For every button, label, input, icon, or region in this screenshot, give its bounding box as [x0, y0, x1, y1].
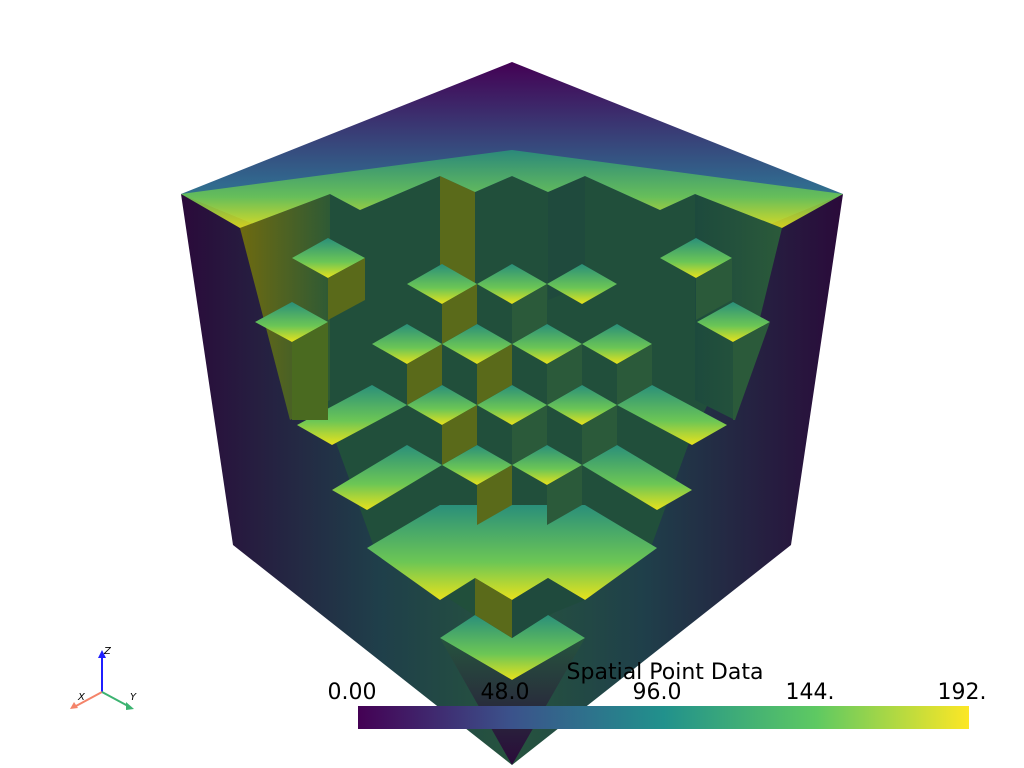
scalar-bar-tick: 48.0 [480, 680, 530, 705]
cube-bottom-tip [440, 638, 585, 765]
scalar-bar-title: Spatial Point Data [566, 660, 764, 685]
x-axis-label: X [78, 692, 85, 703]
scalar-bar-tick: 0.00 [327, 680, 377, 705]
orientation-axes: Z X Y [60, 640, 150, 720]
voxel-cube[interactable] [181, 62, 843, 765]
scalar-bar-gradient [358, 706, 969, 729]
y-axis-label: Y [130, 692, 137, 703]
scalar-bar-tick: 144. [785, 680, 835, 705]
rim-highlight [181, 150, 843, 228]
z-axis-label: Z [104, 646, 111, 657]
axes-icon [70, 650, 134, 710]
stepped-risers [292, 258, 770, 638]
scalar-bar-tick: 192. [937, 680, 987, 705]
scalar-bar: Spatial Point Data 0.00 48.0 96.0 144. 1… [327, 660, 990, 740]
scalar-bar-tick: 96.0 [632, 680, 682, 705]
